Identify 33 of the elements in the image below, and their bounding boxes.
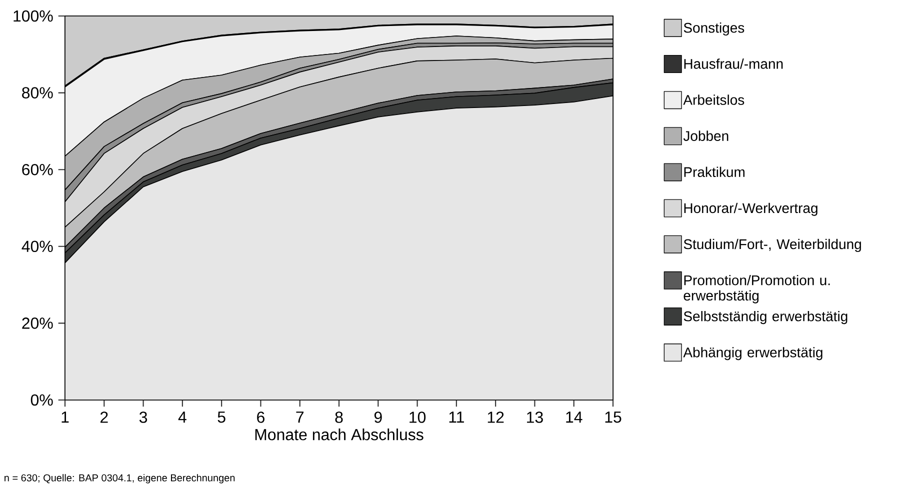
x-axis-title: Monate nach Abschluss bbox=[255, 428, 424, 440]
x-tick-label: 3 bbox=[139, 412, 148, 423]
y-tick-label: 40% bbox=[22, 240, 53, 252]
x-tick-label: 8 bbox=[335, 412, 343, 423]
legend-label: Arbeitslos bbox=[683, 94, 744, 105]
legend-label: Promotion/Promotion u. erwerbstätig bbox=[684, 274, 830, 304]
y-tick-label: 80% bbox=[22, 87, 53, 98]
x-tick-label: 7 bbox=[296, 412, 304, 423]
text: n = 630; Quelle: BAP 0304.1, eigene Berechnungen bbox=[4, 474, 235, 484]
legend-label: Hausfrau/-mann bbox=[684, 58, 783, 69]
x-tick-label: 10 bbox=[410, 412, 426, 423]
x-tick-label: 12 bbox=[488, 412, 504, 423]
x-tick-label: 1 bbox=[62, 412, 69, 423]
x-tick-label: 15 bbox=[605, 412, 622, 423]
y-tick-label: 0% bbox=[30, 394, 53, 406]
x-tick-label: 4 bbox=[178, 412, 186, 423]
x-tick-label: 14 bbox=[566, 412, 582, 423]
legend-label: Abhängig erwerbstätig bbox=[683, 347, 822, 360]
x-tick-label: 9 bbox=[374, 412, 382, 423]
x-tick-label: 6 bbox=[257, 412, 264, 423]
legend-label: Selbstständig erwerbstätig bbox=[684, 311, 848, 324]
legend-label: Sonstiges bbox=[684, 22, 744, 36]
x-tick-label: 11 bbox=[449, 412, 464, 423]
legend-label: Studium/Fort-, Weiterbildung bbox=[684, 238, 861, 252]
y-tick-label: 20% bbox=[22, 318, 53, 329]
y-tick-label: 60% bbox=[22, 164, 53, 176]
x-tick-label: 5 bbox=[218, 412, 226, 423]
legend-label: Jobben bbox=[683, 130, 728, 141]
legend-label: Honorar/-Werkvertrag bbox=[684, 202, 818, 216]
x-tick-label: 2 bbox=[100, 412, 108, 423]
x-tick-label: 13 bbox=[527, 412, 543, 423]
y-tick-label: 100% bbox=[14, 10, 53, 22]
legend-label: Praktikum bbox=[684, 166, 744, 178]
